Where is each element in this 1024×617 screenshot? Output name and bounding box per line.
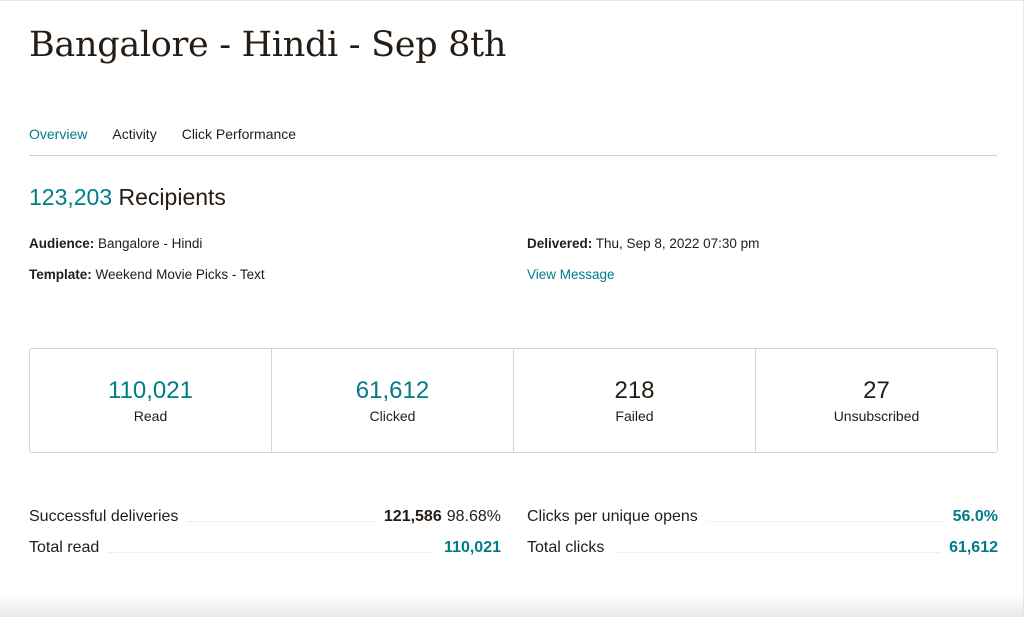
template-label: Template: xyxy=(29,267,92,282)
successful-deliveries-label: Successful deliveries xyxy=(29,508,179,525)
audience-value: Bangalore - Hindi xyxy=(98,236,203,251)
template-info: Template: Weekend Movie Picks - Text xyxy=(29,267,265,282)
stat-unsubscribed: 27 Unsubscribed xyxy=(756,349,997,452)
stat-clicked-label: Clicked xyxy=(369,408,416,424)
total-clicks-row: Total clicks 61,612 xyxy=(527,539,998,557)
recipients-label: Recipients xyxy=(118,184,226,210)
successful-deliveries-value: 121,586 xyxy=(383,508,442,525)
stat-failed-label: Failed xyxy=(615,408,654,424)
audience-info: Audience: Bangalore - Hindi xyxy=(29,236,202,251)
clicks-per-unique-opens-label: Clicks per unique opens xyxy=(527,508,698,525)
tab-activity[interactable]: Activity xyxy=(112,126,157,142)
stat-read-label: Read xyxy=(133,408,168,424)
stat-clicked: 61,612 Clicked xyxy=(272,349,514,452)
stats-panel: 110,021 Read 61,612 Clicked 218 Failed 2… xyxy=(29,348,998,453)
row-leader xyxy=(614,552,940,553)
row-leader xyxy=(109,552,435,553)
row-leader xyxy=(188,521,374,522)
successful-deliveries-row: Successful deliveries 121,586 98.68% xyxy=(29,508,501,526)
stat-clicked-value: 61,612 xyxy=(355,377,430,404)
total-read-value[interactable]: 110,021 xyxy=(444,539,501,556)
delivered-label: Delivered: xyxy=(527,236,593,251)
total-read-row: Total read 110,021 xyxy=(29,539,501,557)
view-message-link[interactable]: View Message xyxy=(527,267,615,282)
stat-unsubscribed-value: 27 xyxy=(863,377,890,404)
total-clicks-label: Total clicks xyxy=(527,539,605,556)
stat-failed-value: 218 xyxy=(614,377,655,404)
tab-bar: Overview Activity Click Performance xyxy=(29,125,997,156)
clicks-per-unique-opens-value[interactable]: 56.0% xyxy=(952,508,998,525)
total-clicks-value[interactable]: 61,612 xyxy=(949,539,998,556)
delivered-value: Thu, Sep 8, 2022 07:30 pm xyxy=(595,236,760,251)
stat-read-value: 110,021 xyxy=(108,377,193,404)
stat-failed: 218 Failed xyxy=(514,349,756,452)
bottom-edge-shade xyxy=(0,595,1023,617)
stat-unsubscribed-label: Unsubscribed xyxy=(833,408,920,424)
recipients-count: 123,203 xyxy=(29,184,113,210)
template-value: Weekend Movie Picks - Text xyxy=(95,267,265,282)
page-title: Bangalore - Hindi - Sep 8th xyxy=(29,25,507,65)
audience-label: Audience: xyxy=(29,236,95,251)
row-leader xyxy=(707,521,943,522)
delivered-info: Delivered: Thu, Sep 8, 2022 07:30 pm xyxy=(527,236,759,251)
tab-overview[interactable]: Overview xyxy=(29,126,88,142)
recipients-heading: 123,203 Recipients xyxy=(29,184,226,211)
clicks-per-unique-opens-row: Clicks per unique opens 56.0% xyxy=(527,508,998,526)
successful-deliveries-pct: 98.68% xyxy=(446,508,501,525)
tab-click-performance[interactable]: Click Performance xyxy=(181,126,297,142)
stat-read: 110,021 Read xyxy=(30,349,272,452)
total-read-label: Total read xyxy=(29,539,100,556)
